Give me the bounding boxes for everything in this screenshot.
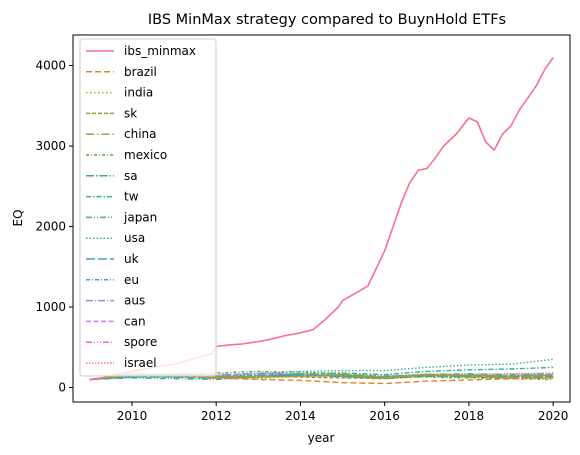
chart-title: IBS MinMax strategy compared to BuynHold… xyxy=(148,12,506,28)
y-tick-label: 1000 xyxy=(35,300,66,314)
y-tick-label: 0 xyxy=(58,381,66,395)
legend-label: india xyxy=(124,86,153,100)
legend-item-brazil: brazil xyxy=(86,65,157,79)
legend-label: brazil xyxy=(124,65,157,79)
legend-label: sa xyxy=(124,169,138,183)
legend-item-ibs_minmax: ibs_minmax xyxy=(86,44,196,58)
legend-item-eu: eu xyxy=(86,273,139,287)
legend-label: spore xyxy=(124,335,157,349)
series-line-eu xyxy=(89,373,554,381)
x-tick-label: 2010 xyxy=(117,409,148,423)
y-tick-label: 4000 xyxy=(35,59,66,73)
legend-item-tw: tw xyxy=(86,190,139,204)
legend-label: mexico xyxy=(124,148,167,162)
legend-item-sk: sk xyxy=(86,106,137,120)
legend-label: ibs_minmax xyxy=(124,44,196,58)
x-axis: 2010 2012 2014 2016 2018 2020 xyxy=(117,402,569,423)
legend-item-uk: uk xyxy=(86,252,139,266)
legend-item-india: india xyxy=(86,86,153,100)
legend-label: israel xyxy=(124,356,157,370)
x-tick-label: 2012 xyxy=(201,409,232,423)
legend-box xyxy=(79,38,217,377)
legend-item-aus: aus xyxy=(86,294,145,308)
legend-label: china xyxy=(124,127,157,141)
legend-label: can xyxy=(124,314,146,328)
x-tick-label: 2018 xyxy=(454,409,485,423)
y-tick-label: 2000 xyxy=(35,220,66,234)
x-axis-label: year xyxy=(308,431,335,445)
plot-frame xyxy=(72,34,571,403)
legend-label: eu xyxy=(124,273,139,287)
legend-item-can: can xyxy=(86,314,146,328)
legend-label: japan xyxy=(123,210,157,224)
y-axis: 0 1000 2000 3000 4000 xyxy=(35,59,73,395)
x-tick-label: 2014 xyxy=(285,409,316,423)
legend-label: usa xyxy=(124,231,145,245)
legend-label: aus xyxy=(124,294,145,308)
legend-label: sk xyxy=(124,106,137,120)
legend-item-china: china xyxy=(86,127,157,141)
legend-label: uk xyxy=(124,252,139,266)
y-axis-label: EQ xyxy=(11,209,25,226)
x-tick-label: 2020 xyxy=(538,409,569,423)
legend-item-japan: japan xyxy=(86,210,157,224)
series-line-sk xyxy=(89,373,554,381)
series-line-japan xyxy=(89,373,554,381)
legend-item-spore: spore xyxy=(86,335,157,349)
legend-item-mexico: mexico xyxy=(86,148,167,162)
series-line-india xyxy=(89,373,554,381)
legend-item-israel: israel xyxy=(86,356,157,370)
legend-label: tw xyxy=(124,190,139,204)
y-tick-label: 3000 xyxy=(35,139,66,153)
legend-item-usa: usa xyxy=(86,231,145,245)
plot-area xyxy=(89,57,554,385)
legend-item-sa: sa xyxy=(86,169,138,183)
x-tick-label: 2016 xyxy=(369,409,400,423)
